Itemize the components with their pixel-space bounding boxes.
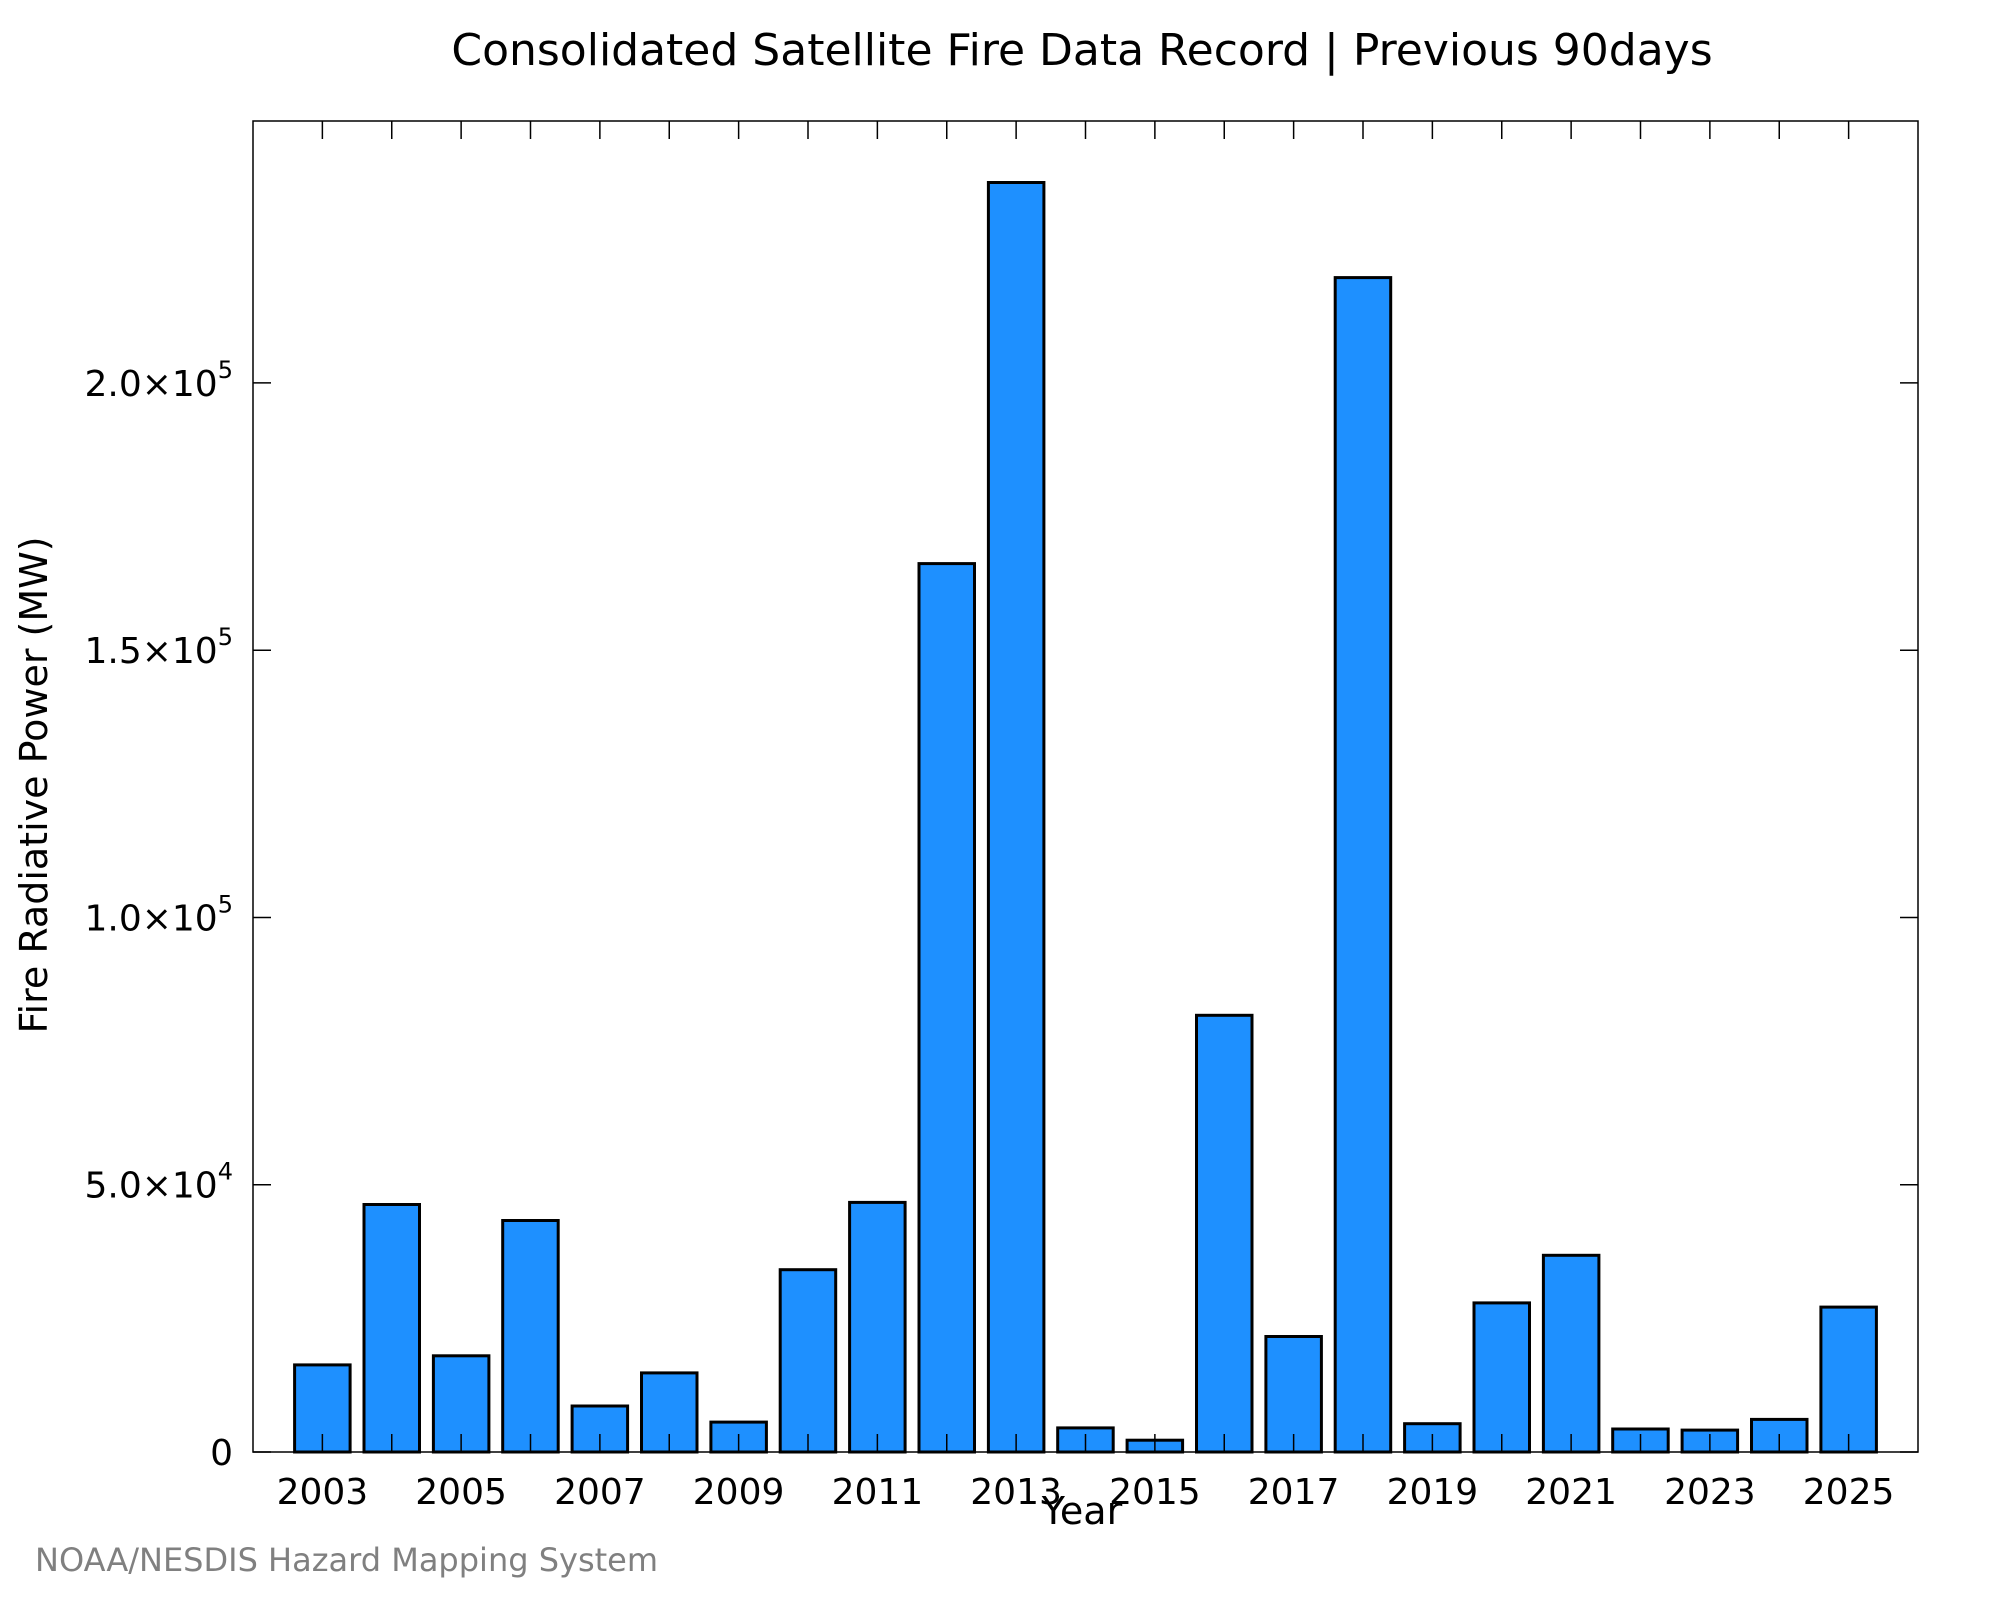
x-tick-label-2009: 2009 [693,1472,785,1513]
y-tick-label-150000: 1.5×105 [84,623,233,672]
bars-group [293,181,1878,1454]
bar-2011 [848,1200,907,1454]
y-tick-label-100000: 1.0×105 [84,891,233,940]
bar-2012 [917,562,976,1454]
x-tick-labels-group: 2003 2005 2007 2009 2011 2013 2015 2017 2019 2021… [277,1472,1895,1513]
x-tick-label-2011: 2011 [832,1472,924,1513]
bar-2021 [1541,1253,1601,1454]
y-tick-label-0: 0 [210,1433,233,1474]
bar-2020 [1472,1301,1531,1454]
x-tick-label-2025: 2025 [1803,1472,1895,1513]
y-tick-label-50000: 5.0×104 [84,1158,233,1207]
bar-2010 [778,1268,838,1454]
ticks-group [253,121,1918,1453]
bar-2025 [1819,1305,1878,1454]
bar-2006 [501,1219,560,1454]
y-axis-label: Fire Radiative Power (MW) [12,536,56,1033]
x-tick-label-2013: 2013 [970,1472,1062,1513]
chart-title: Consolidated Satellite Fire Data Record … [451,25,1712,76]
x-tick-label-2005: 2005 [415,1472,507,1513]
x-tick-label-2023: 2023 [1664,1472,1756,1513]
source-credit: NOAA/NESDIS Hazard Mapping System [35,1541,658,1579]
y-tick-labels-group: 0 5.0×104 1.0×105 1.5×105 2.0×105 [84,356,233,1474]
x-tick-label-2003: 2003 [277,1472,369,1513]
bar-2013 [986,181,1046,1454]
bar-2017 [1264,1335,1323,1454]
x-tick-label-2015: 2015 [1109,1472,1201,1513]
x-tick-label-2019: 2019 [1387,1472,1479,1513]
x-tick-label-2021: 2021 [1525,1472,1617,1513]
x-axis-label: Year [1041,1489,1123,1533]
bar-2016 [1195,1013,1254,1454]
bar-2018 [1333,276,1393,1454]
x-tick-label-2007: 2007 [554,1472,646,1513]
bar-2004 [362,1203,421,1454]
y-tick-label-200000: 2.0×105 [84,356,233,405]
x-tick-label-2017: 2017 [1248,1472,1340,1513]
